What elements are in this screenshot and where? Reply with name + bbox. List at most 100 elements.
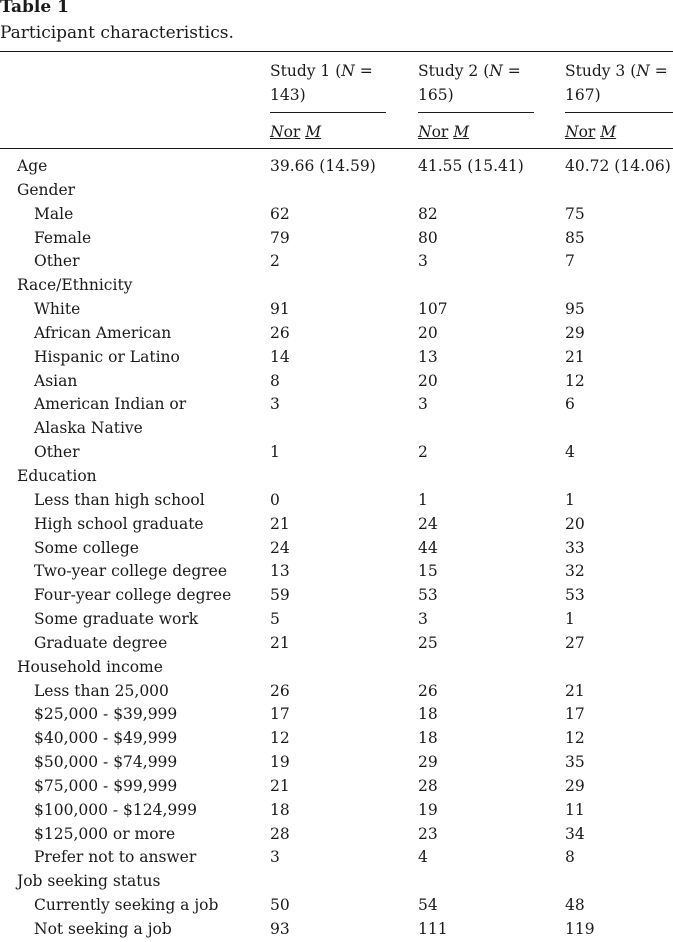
row-label: Household income: [17, 656, 163, 680]
table-caption: Participant characteristics.: [0, 22, 234, 44]
column-rule-study-1: [270, 112, 386, 113]
cell-study-2: 15: [418, 560, 438, 584]
cell-study-3: 53: [565, 584, 585, 608]
cell-study-3: 12: [565, 727, 585, 751]
table-row: African American 26 20 29: [0, 322, 673, 346]
column-header-prefix: Study 3 (: [565, 62, 636, 80]
cell-study-2: 111: [418, 918, 448, 942]
cell-study-3: 17: [565, 703, 585, 727]
table-row: Some graduate work 5 3 1: [0, 608, 673, 632]
table-row: Two-year college degree 13 15 32: [0, 560, 673, 584]
table-row: Less than 25,000 26 26 21: [0, 680, 673, 704]
cell-study-2: 20: [418, 370, 438, 394]
cell-study-1: 5: [270, 608, 280, 632]
table-row: $100,000 - $124,999 18 19 11: [0, 799, 673, 823]
column-header-prefix: Study 1 (: [270, 62, 341, 80]
cell-study-3: 119: [565, 918, 595, 942]
row-label: $125,000 or more: [34, 823, 175, 847]
table-row: Four-year college degree 59 53 53: [0, 584, 673, 608]
n-symbol: N: [636, 62, 650, 80]
column-header-prefix: Study 2 (: [418, 62, 489, 80]
table-row: Gender: [0, 179, 673, 203]
row-label: High school graduate: [34, 513, 204, 537]
table-row: Household income: [0, 656, 673, 680]
stat-header-study-3: Nor M: [565, 121, 616, 143]
cell-study-1: 3: [270, 846, 280, 870]
column-header-study-2: Study 2 (N = 165): [418, 59, 521, 107]
stat-m: M: [453, 123, 469, 141]
cell-study-1: 28: [270, 823, 290, 847]
table-row: Graduate degree 21 25 27: [0, 632, 673, 656]
column-header-count: 143): [270, 83, 373, 107]
cell-study-2: 53: [418, 584, 438, 608]
table-row: Some college 24 44 33: [0, 537, 673, 561]
cell-study-3: 33: [565, 537, 585, 561]
table-body: Age 39.66 (14.59) 41.55 (15.41) 40.72 (14.0…: [0, 155, 673, 942]
cell-study-2: 26: [418, 680, 438, 704]
cell-study-3: 1: [565, 489, 575, 513]
row-label: $100,000 - $124,999: [34, 799, 197, 823]
stat-or: or: [284, 123, 301, 141]
cell-study-1: 1: [270, 441, 280, 465]
row-label: African American: [34, 322, 171, 346]
row-label: Prefer not to answer: [34, 846, 196, 870]
table-row: Currently seeking a job 50 54 48: [0, 894, 673, 918]
cell-study-3: 6: [565, 393, 575, 417]
table-row: Education: [0, 465, 673, 489]
cell-study-2: 54: [418, 894, 438, 918]
n-symbol: N: [489, 62, 503, 80]
cell-study-2: 3: [418, 250, 428, 274]
header-bottom-rule: [0, 148, 673, 149]
cell-study-1: 14: [270, 346, 290, 370]
stat-n: N: [270, 123, 284, 141]
cell-study-3: 75: [565, 203, 585, 227]
cell-study-2: 82: [418, 203, 438, 227]
column-header-count: 167): [565, 83, 668, 107]
cell-study-2: 25: [418, 632, 438, 656]
cell-study-1: 8: [270, 370, 280, 394]
table-row: Male 62 82 75: [0, 203, 673, 227]
row-label: Female: [34, 227, 91, 251]
cell-study-1: 17: [270, 703, 290, 727]
table-row: Age 39.66 (14.59) 41.55 (15.41) 40.72 (14.0…: [0, 155, 673, 179]
cell-study-3: 21: [565, 346, 585, 370]
cell-study-3: 11: [565, 799, 585, 823]
cell-study-2: 2: [418, 441, 428, 465]
table-title: Table 1: [0, 0, 69, 17]
stat-n: N: [418, 123, 432, 141]
column-rule-study-3: [565, 112, 673, 113]
row-label: $75,000 - $99,999: [34, 775, 177, 799]
cell-study-3: 35: [565, 751, 585, 775]
column-header-suffix: =: [503, 62, 521, 80]
cell-study-1: 19: [270, 751, 290, 775]
cell-study-3: 32: [565, 560, 585, 584]
cell-study-3: 7: [565, 250, 575, 274]
row-label: Job seeking status: [17, 870, 160, 894]
table-row: Other 2 3 7: [0, 250, 673, 274]
table-row: Race/Ethnicity: [0, 274, 673, 298]
column-header-study-1: Study 1 (N = 143): [270, 59, 373, 107]
row-label: Hispanic or Latino: [34, 346, 180, 370]
cell-study-2: 18: [418, 703, 438, 727]
cell-study-1: 26: [270, 680, 290, 704]
table-row: Job seeking status: [0, 870, 673, 894]
cell-study-3: 27: [565, 632, 585, 656]
column-header-study-3: Study 3 (N = 167): [565, 59, 668, 107]
top-rule: [0, 51, 673, 52]
row-label: $50,000 - $74,999: [34, 751, 177, 775]
cell-study-3: 1: [565, 608, 575, 632]
stat-header-study-1: Nor M: [270, 121, 321, 143]
column-rule-study-2: [418, 112, 534, 113]
cell-study-1: 91: [270, 298, 290, 322]
table-row: Other 1 2 4: [0, 441, 673, 465]
table-row: $40,000 - $49,999 12 18 12: [0, 727, 673, 751]
row-label: Age: [17, 155, 47, 179]
cell-study-2: 24: [418, 513, 438, 537]
table-row: High school graduate 21 24 20: [0, 513, 673, 537]
table-row: Less than high school 0 1 1: [0, 489, 673, 513]
row-label: Other: [34, 250, 80, 274]
cell-study-3: 12: [565, 370, 585, 394]
stat-header-study-2: Nor M: [418, 121, 469, 143]
row-label: Less than 25,000: [34, 680, 169, 704]
cell-study-2: 18: [418, 727, 438, 751]
